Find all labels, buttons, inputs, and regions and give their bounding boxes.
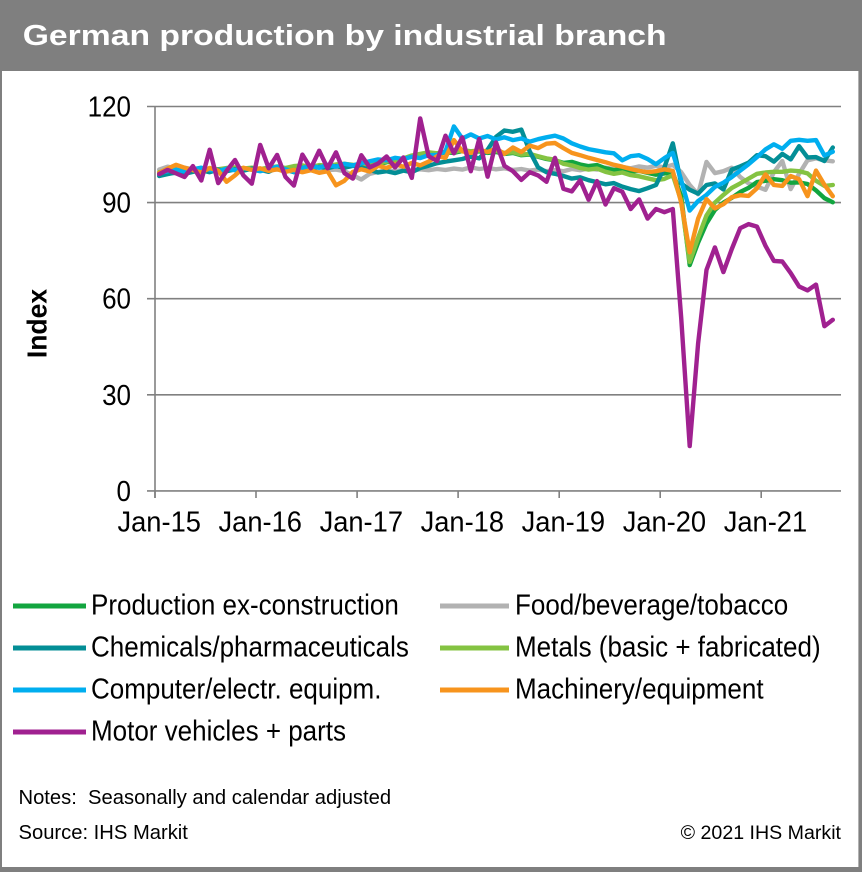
svg-text:Jan-19: Jan-19 — [522, 506, 605, 538]
svg-text:60: 60 — [102, 283, 131, 315]
svg-text:Metals (basic + fabricated): Metals (basic + fabricated) — [515, 630, 821, 662]
svg-text:Machinery/equipment: Machinery/equipment — [515, 672, 764, 704]
svg-text:90: 90 — [102, 186, 131, 218]
svg-text:German production by industria: German production by industrial branch — [23, 19, 667, 51]
svg-text:30: 30 — [102, 379, 131, 411]
svg-text:Jan-17: Jan-17 — [320, 506, 403, 538]
svg-text:Jan-18: Jan-18 — [421, 506, 504, 538]
svg-text:Food/beverage/tobacco: Food/beverage/tobacco — [515, 588, 788, 620]
svg-text:0: 0 — [117, 475, 131, 507]
svg-text:Jan-20: Jan-20 — [623, 506, 706, 538]
svg-text:Index: Index — [22, 289, 52, 358]
svg-text:Jan-15: Jan-15 — [117, 506, 200, 538]
svg-text:Source: IHS Markit: Source: IHS Markit — [19, 822, 189, 844]
svg-text:Notes: Seasonally and calenda: Notes: Seasonally and calendar adjusted — [19, 787, 392, 809]
svg-text:Computer/electr. equipm.: Computer/electr. equipm. — [91, 672, 381, 704]
svg-text:120: 120 — [88, 90, 131, 122]
svg-text:Jan-21: Jan-21 — [724, 506, 807, 538]
svg-text:Jan-16: Jan-16 — [219, 506, 302, 538]
svg-text:Production ex-construction: Production ex-construction — [91, 588, 399, 620]
svg-text:Chemicals/pharmaceuticals: Chemicals/pharmaceuticals — [91, 630, 409, 662]
svg-text:© 2021 IHS Markit: © 2021 IHS Markit — [681, 822, 842, 844]
svg-text:Motor vehicles + parts: Motor vehicles + parts — [91, 714, 346, 746]
